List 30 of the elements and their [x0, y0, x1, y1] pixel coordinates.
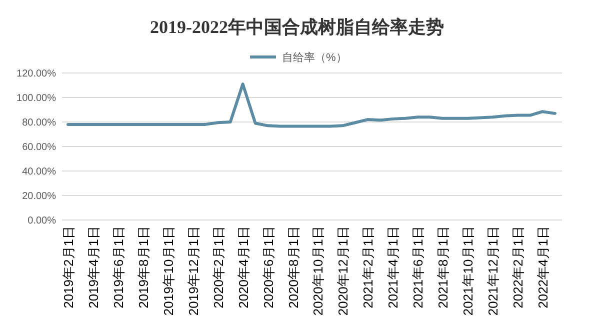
x-tick-label: 2020年2月1日: [210, 226, 226, 308]
x-tick-label: 2020年6月1日: [260, 226, 276, 308]
y-tick-label: 60.00%: [22, 142, 56, 153]
x-tick-label: 2021年6月1日: [410, 226, 426, 308]
x-tick-label: 2021年8月1日: [436, 226, 451, 308]
y-tick-label: 40.00%: [22, 166, 56, 178]
x-tick-label: 2021年4月1日: [386, 226, 401, 308]
legend-label: 自给率（%）: [282, 50, 347, 64]
x-tick-label: 2020年12月1日: [336, 226, 351, 316]
x-tick-label: 2022年4月1日: [536, 226, 551, 308]
x-tick-label: 2020年4月1日: [236, 226, 251, 308]
y-tick-label: 120.00%: [16, 68, 56, 80]
x-tick-label: 2022年2月1日: [510, 226, 526, 308]
line-series: [66, 82, 556, 128]
x-tick-label: 2021年2月1日: [360, 226, 376, 308]
y-tick-label: 80.00%: [22, 118, 56, 128]
x-tick-label: 2019年12月1日: [186, 226, 201, 316]
x-tick-label: 2020年10月1日: [310, 226, 326, 316]
x-tick-label: 2019年8月1日: [136, 226, 151, 308]
y-tick-label: 20.00%: [22, 191, 56, 202]
y-tick-label: 0.00%: [28, 216, 56, 226]
x-tick-label: 2020年8月1日: [286, 226, 301, 308]
chart-title: 2019-2022年中国合成树脂自给率走势: [150, 17, 444, 37]
x-tick-label: 2019年6月1日: [110, 226, 126, 308]
x-tick-label: 2021年12月1日: [486, 226, 501, 316]
x-tick-label: 2019年4月1日: [86, 226, 101, 308]
x-tick-label: 2021年10月1日: [460, 226, 476, 316]
x-tick-label: 2019年10月1日: [160, 226, 176, 316]
y-tick-label: 100.00%: [16, 93, 56, 104]
x-tick-label: 2019年2月1日: [61, 226, 76, 308]
